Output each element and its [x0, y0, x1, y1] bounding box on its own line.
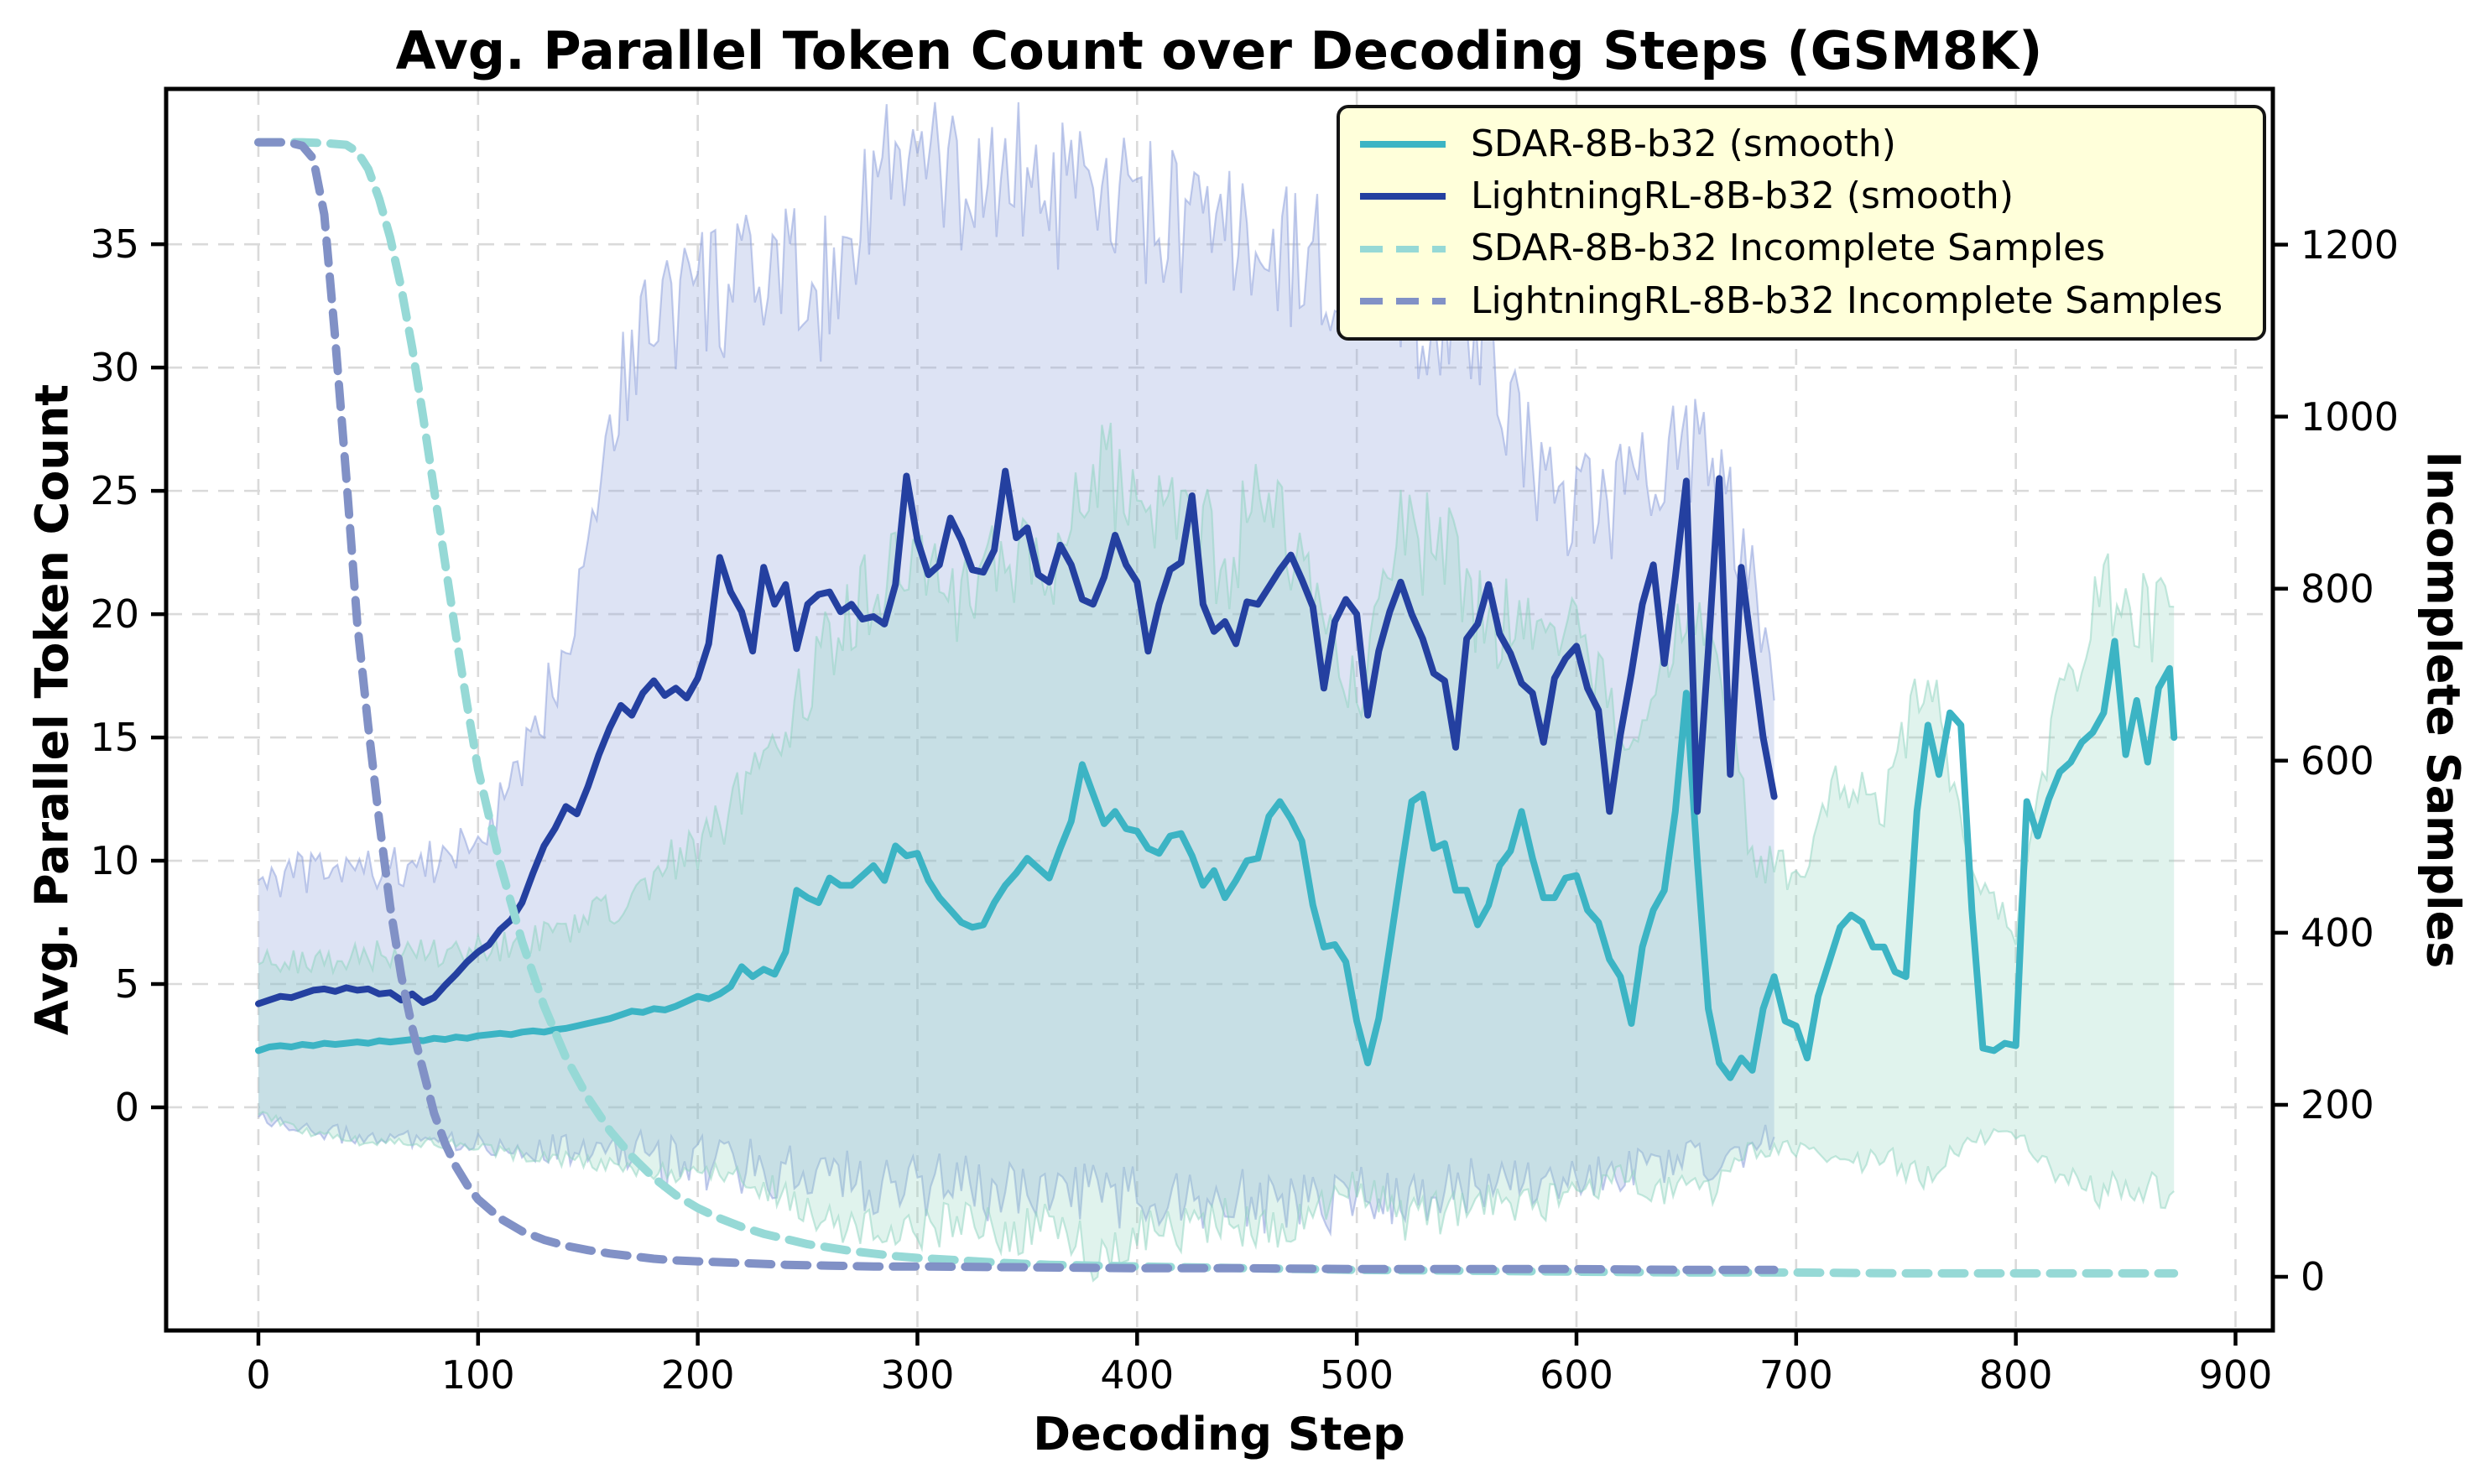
y-axis-label-left: Avg. Parallel Token Count [25, 383, 79, 1036]
y-tick-label-left: 20 [90, 591, 139, 638]
legend-handle-solid-line-icon [1360, 141, 1446, 148]
x-tick-label: 500 [1320, 1352, 1394, 1398]
x-tick-label: 600 [1540, 1352, 1613, 1398]
legend-label: LightningRL-8B-b32 Incomplete Samples [1471, 279, 2223, 322]
y-tick-label-left: 35 [90, 221, 139, 268]
chart-title: Avg. Parallel Token Count over Decoding … [395, 20, 2043, 81]
legend-handle-dashed-line-icon [1360, 297, 1446, 305]
x-tick-label: 100 [440, 1352, 515, 1398]
x-tick-label: 300 [880, 1352, 955, 1398]
legend-label: LightningRL-8B-b32 (smooth) [1471, 174, 2014, 218]
y-tick-label-right: 200 [2301, 1081, 2374, 1127]
y-tick-label-left: 25 [90, 468, 139, 514]
series-line-3 [254, 138, 1779, 1274]
x-tick-label: 400 [1100, 1352, 1175, 1398]
y-tick-label-left: 10 [90, 838, 139, 884]
y-tick-label-right: 1000 [2301, 393, 2400, 440]
series-line-1 [255, 467, 1778, 1008]
legend-handle-dashed-line-icon [1360, 245, 1446, 253]
y-tick-label-right: 0 [2301, 1254, 2326, 1300]
y-tick-label-right: 600 [2301, 737, 2374, 784]
legend-label: SDAR-8B-b32 (smooth) [1471, 122, 1896, 165]
series-line-0 [255, 638, 2178, 1081]
x-tick-label: 800 [1978, 1352, 2053, 1398]
legend-item: LightningRL-8B-b32 (smooth) [1360, 174, 2263, 218]
y-tick-label-left: 15 [90, 715, 139, 761]
y-tick-label-left: 30 [90, 345, 139, 391]
x-tick-label: 0 [246, 1352, 271, 1398]
legend-item: LightningRL-8B-b32 Incomplete Samples [1360, 279, 2263, 323]
y-tick-label-left: 0 [114, 1084, 139, 1130]
legend-item: SDAR-8B-b32 (smooth) [1360, 122, 2263, 166]
legend-item: SDAR-8B-b32 Incomplete Samples [1360, 227, 2263, 270]
x-axis-label: Decoding Step [1033, 1408, 1405, 1461]
y-tick-label-left: 5 [114, 961, 139, 1007]
legend: SDAR-8B-b32 (smooth) LightningRL-8B-b32 (… [1337, 105, 2266, 341]
x-tick-label: 200 [660, 1352, 735, 1398]
y-tick-label-right: 400 [2301, 909, 2374, 955]
y-tick-label-right: 800 [2301, 565, 2374, 612]
y-axis-label-right: Incomplete Samples [2416, 450, 2470, 969]
x-tick-label: 900 [2198, 1352, 2273, 1398]
x-tick-label: 700 [1759, 1352, 1833, 1398]
band-sdar [258, 423, 2175, 1281]
y-tick-label-right: 1200 [2301, 221, 2400, 268]
legend-label: SDAR-8B-b32 Incomplete Samples [1471, 227, 2106, 270]
legend-handle-solid-line-icon [1360, 193, 1446, 200]
